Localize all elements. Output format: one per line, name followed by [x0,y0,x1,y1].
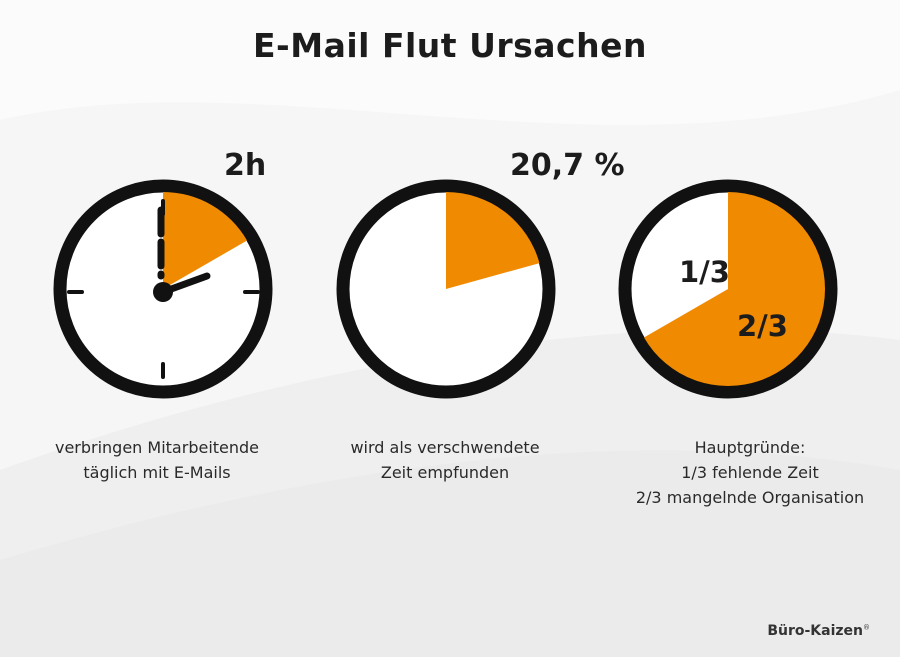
percent-dial [336,179,556,399]
clock-fill-wedge [163,192,248,289]
label-one-third: 1/3 [679,255,730,289]
caption-hours: verbringen Mitarbeitende täglich mit E-M… [54,438,260,482]
fractions-dial: 1/3 2/3 [618,179,838,399]
fraction-fill-wedge [643,192,825,386]
clock-icon [53,179,273,399]
stat-wasted-percent: 20,7 % [510,148,625,183]
stat-hours: 2h [224,148,267,183]
brand-logo: Büro-Kaizen® [767,623,870,639]
label-two-thirds: 2/3 [737,309,788,343]
caption-reasons: Hauptgründe: 1/3 fehlende Zeit 2/3 mange… [635,438,865,507]
caption-wasted: wird als verschwendete Zeit empfunden [350,438,540,482]
page-title: E-Mail Flut Ursachen [253,26,647,65]
percent-fill-wedge [446,192,540,289]
